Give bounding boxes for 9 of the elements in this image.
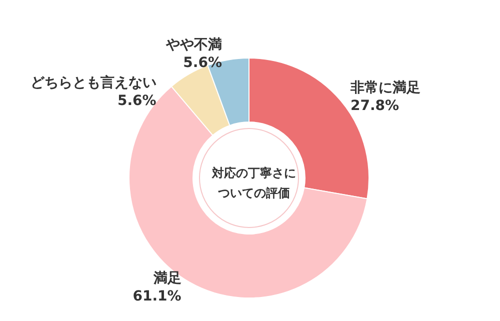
data-label: 27.8% — [350, 98, 400, 114]
data-label: 5.6% — [118, 92, 156, 109]
slice-label: どちらとも言えない — [30, 74, 156, 91]
slice-label: やや不満 — [164, 36, 222, 53]
text: 対応の丁寧さについての評価 — [211, 166, 296, 200]
slice-label: 満足 — [152, 270, 182, 286]
data-label: 5.6% — [183, 54, 222, 71]
slice-label: 非常に満足 — [350, 80, 421, 96]
data-label: 61.1% — [132, 288, 182, 304]
